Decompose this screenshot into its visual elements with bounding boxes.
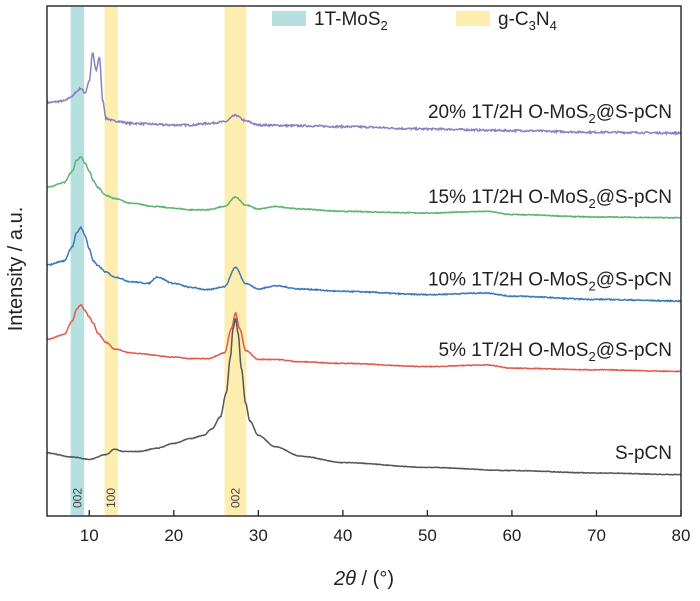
legend-label-0: 1T-MoS2 xyxy=(314,9,388,33)
x-tick-label-10: 10 xyxy=(80,526,99,545)
x-tick-label-40: 40 xyxy=(333,526,352,545)
legend-label-1: g-C3N4 xyxy=(498,9,557,33)
legend-swatch-0 xyxy=(272,11,306,26)
band-labels: 002 100 002 xyxy=(70,488,242,508)
legend: 1T-MoS2 g-C3N4 xyxy=(272,9,557,33)
x-axis-title: 2θ / (°) xyxy=(333,568,394,590)
x-tick-label-30: 30 xyxy=(249,526,268,545)
plot-frame xyxy=(46,5,682,517)
band-1 xyxy=(104,7,119,515)
x-tick-label-70: 70 xyxy=(587,526,606,545)
series-line-4 xyxy=(46,317,681,476)
series-label-1: 15% 1T/2H O-MoS2@S-pCN xyxy=(428,187,672,211)
series-line-0 xyxy=(46,52,682,136)
series-label-2: 10% 1T/2H O-MoS2@S-pCN xyxy=(428,269,672,293)
legend-swatch-1 xyxy=(456,11,490,26)
series-label-4: S-pCN xyxy=(615,443,672,464)
band-2 xyxy=(224,7,247,515)
series-line-3 xyxy=(46,303,681,373)
x-axis-title-unit: / (°) xyxy=(356,568,394,590)
phase-bands xyxy=(70,7,247,515)
x-tick-label-20: 20 xyxy=(164,526,183,545)
series-line-2 xyxy=(46,225,682,303)
series-line-1 xyxy=(46,156,681,220)
x-axis-ticks: 10 20 30 40 50 60 70 80 xyxy=(80,510,691,545)
series-labels: 20% 1T/2H O-MoS2@S-pCN 15% 1T/2H O-MoS2@S… xyxy=(428,102,672,464)
x-axis-title-theta: 2θ xyxy=(333,568,356,590)
series-lines xyxy=(46,52,682,476)
band-0 xyxy=(70,7,85,515)
x-tick-label-80: 80 xyxy=(672,526,691,545)
series-label-3: 5% 1T/2H O-MoS2@S-pCN xyxy=(439,340,672,364)
x-tick-label-60: 60 xyxy=(502,526,521,545)
band-label-2: 002 xyxy=(229,488,243,508)
x-tick-label-50: 50 xyxy=(418,526,437,545)
band-label-0: 002 xyxy=(70,488,84,508)
band-label-1: 100 xyxy=(104,488,118,508)
series-label-0: 20% 1T/2H O-MoS2@S-pCN xyxy=(428,102,672,126)
y-axis-title: Intensity / a.u. xyxy=(5,207,27,332)
